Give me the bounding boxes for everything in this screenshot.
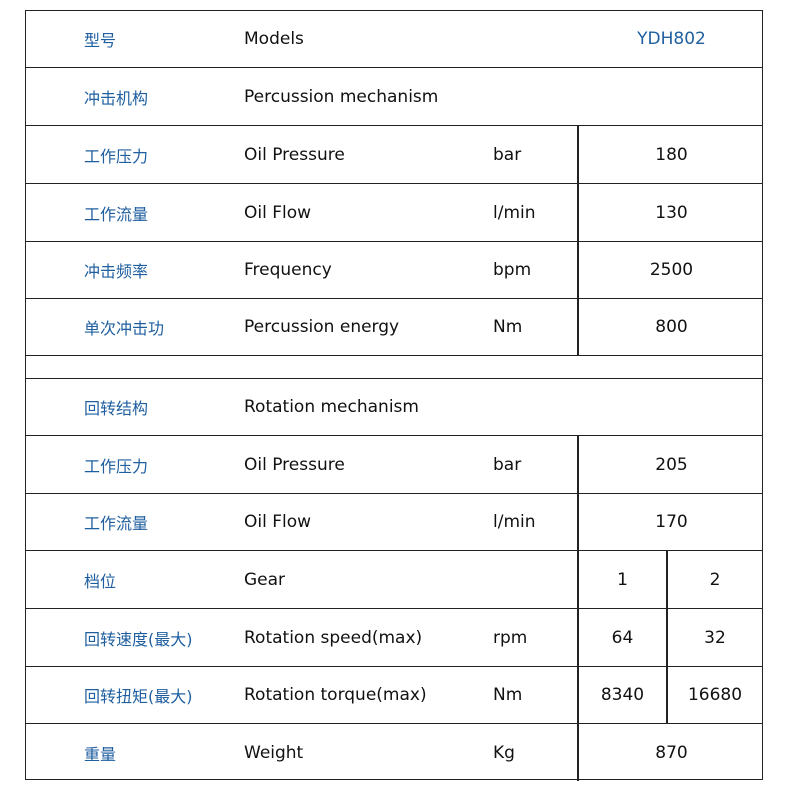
label-cn: 回转结构 (84, 399, 149, 418)
table-row: 单次冲击功 Percussion energy Nm 800 (26, 299, 762, 356)
table-row: 重量 Weight Kg 870 (26, 724, 762, 781)
divider (577, 724, 579, 781)
unit: Nm (493, 685, 523, 705)
label-cn: 工作压力 (84, 456, 149, 476)
label-cn: 单次冲击功 (84, 319, 165, 338)
label-cn: 重量 (84, 744, 117, 764)
label-cn: 工作压力 (84, 146, 149, 166)
label-cn: 回转扭矩(最大) (84, 687, 193, 706)
table-row: 回转结构 Rotation mechanism (26, 379, 762, 436)
label-en: Percussion mechanism (244, 86, 439, 107)
label-cn: 工作流量 (84, 204, 149, 224)
unit: l/min (493, 512, 536, 532)
divider (577, 494, 579, 550)
label-en: Oil Flow (244, 512, 312, 532)
table-row: 回转速度(最大) Rotation speed(max) rpm 64 32 (26, 609, 762, 667)
label-en: Gear (244, 569, 286, 590)
label-en: Models (244, 29, 304, 49)
table-row: 工作流量 Oil Flow l/min 170 (26, 494, 762, 551)
value-gear-1: 1 (617, 569, 628, 590)
table-row: 冲击频率 Frequency bpm 2500 (26, 242, 762, 299)
table-row: 型号 Models YDH802 (26, 11, 762, 68)
unit: bar (493, 144, 522, 165)
unit: Kg (493, 742, 515, 763)
label-en: Oil Pressure (244, 454, 345, 475)
label-cn: 冲击机构 (84, 88, 149, 108)
label-cn: 回转速度(最大) (84, 629, 193, 649)
label-cn: 档位 (84, 571, 117, 591)
label-en: Frequency (244, 260, 332, 280)
value: 170 (655, 512, 688, 532)
value: 205 (655, 454, 688, 475)
spacer-row (26, 356, 762, 379)
value-gear-2: 32 (704, 627, 726, 648)
divider (577, 667, 579, 723)
divider (577, 242, 579, 298)
label-en: Rotation speed(max) (244, 627, 423, 648)
value: 870 (655, 742, 688, 763)
value: 180 (655, 144, 688, 165)
label-en: Weight (244, 742, 304, 763)
value-gear-1: 8340 (600, 685, 645, 705)
table-row: 工作流量 Oil Flow l/min 130 (26, 184, 762, 242)
divider (577, 299, 579, 355)
table-row: 工作压力 Oil Pressure bar 205 (26, 436, 762, 494)
model-value: YDH802 (637, 29, 706, 49)
label-cn: 工作流量 (84, 514, 149, 533)
unit: bar (493, 454, 522, 475)
divider (577, 126, 579, 183)
divider (577, 609, 579, 666)
divider (577, 436, 579, 493)
value-gear-2: 16680 (687, 685, 743, 705)
divider (577, 551, 579, 608)
value: 2500 (649, 260, 694, 280)
divider (666, 667, 668, 723)
label-en: Percussion energy (244, 317, 400, 337)
unit: bpm (493, 260, 532, 280)
unit: l/min (493, 202, 536, 223)
spec-table: 型号 Models YDH802 冲击机构 Percussion mechanism 工作… (25, 10, 763, 781)
value: 130 (655, 202, 688, 223)
value-gear-2: 2 (709, 569, 721, 590)
divider (577, 184, 579, 241)
label-en: Oil Pressure (244, 144, 345, 165)
value: 800 (655, 317, 688, 337)
divider (666, 609, 668, 666)
label-en: Rotation torque(max) (244, 685, 427, 705)
unit: Nm (493, 317, 523, 337)
unit: rpm (493, 627, 528, 648)
table-row: 档位 Gear 1 2 (26, 551, 762, 609)
label-en: Rotation mechanism (244, 397, 419, 417)
label-cn: 型号 (84, 31, 117, 50)
table-row: 回转扭矩(最大) Rotation torque(max) Nm 8340 16680 (26, 667, 762, 724)
label-cn: 冲击频率 (84, 262, 149, 281)
value-gear-1: 64 (611, 627, 634, 648)
table-row: 工作压力 Oil Pressure bar 180 (26, 126, 762, 184)
table-row: 冲击机构 Percussion mechanism (26, 68, 762, 126)
divider (666, 551, 668, 608)
label-en: Oil Flow (244, 202, 312, 223)
